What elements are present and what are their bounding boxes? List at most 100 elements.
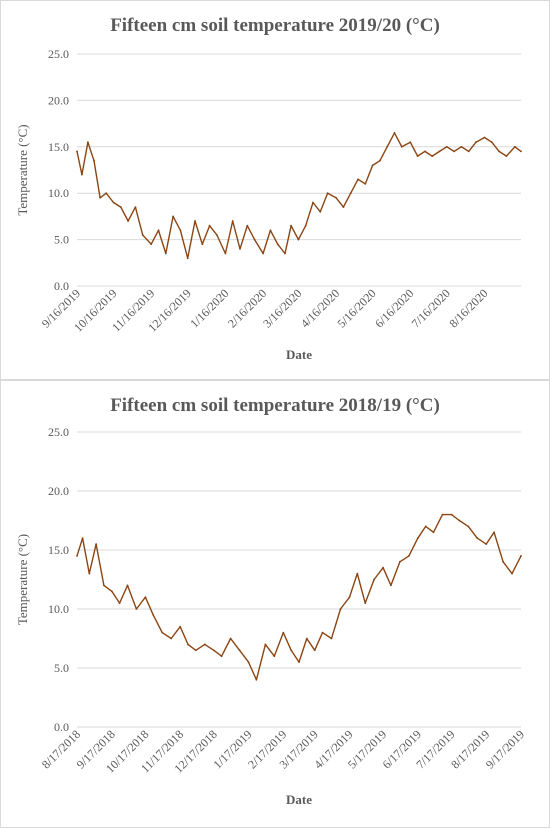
data-point — [141, 234, 144, 236]
data-point — [93, 159, 95, 162]
data-point — [144, 596, 147, 599]
data-point — [475, 141, 477, 144]
data-point — [493, 531, 495, 534]
y-tick-label: 5.0 — [54, 661, 69, 675]
data-point — [126, 584, 129, 587]
data-point — [390, 584, 392, 587]
data-point — [305, 637, 308, 640]
data-point — [220, 655, 223, 658]
data-point — [399, 560, 401, 563]
data-point — [498, 150, 500, 153]
data-point — [424, 150, 426, 153]
data-point — [239, 248, 241, 250]
data-point — [247, 661, 250, 663]
data-point — [312, 201, 314, 204]
x-tick-label: 3/16/2020 — [260, 286, 304, 330]
data-point — [441, 513, 444, 516]
data-point — [356, 572, 359, 575]
chart-panel-2019-20: Fifteen cm soil temperature 2019/20 (°C)… — [0, 0, 550, 380]
data-point — [490, 141, 493, 144]
data-point — [483, 136, 486, 139]
data-point — [194, 649, 197, 652]
data-point — [76, 150, 78, 153]
data-point — [393, 132, 396, 134]
x-tick-label: 4/16/2020 — [298, 286, 342, 330]
data-point — [514, 145, 516, 148]
data-point — [110, 590, 113, 593]
series-line — [76, 132, 522, 259]
data-point — [520, 150, 522, 153]
data-point — [335, 196, 337, 199]
chart-title: Fifteen cm soil temperature 2019/20 (°C) — [110, 15, 440, 36]
data-point — [135, 608, 138, 610]
data-point — [379, 159, 381, 162]
y-tick-label: 15.0 — [48, 140, 69, 154]
chart-plot-2018-19: 0.05.010.015.020.025.08/17/20189/17/2018… — [15, 425, 527, 807]
data-point — [164, 252, 167, 255]
data-point — [339, 608, 342, 610]
y-axis-title: Temperature (°C) — [15, 534, 30, 625]
data-point — [157, 229, 160, 232]
y-tick-label: 25.0 — [48, 425, 69, 439]
data-point — [88, 572, 91, 575]
data-point — [348, 596, 351, 599]
data-point — [99, 196, 101, 199]
x-tick-label: 8/16/2020 — [446, 286, 490, 330]
data-point — [342, 206, 345, 209]
data-point — [276, 243, 279, 246]
data-point — [458, 519, 461, 522]
data-point — [112, 201, 115, 204]
data-point — [485, 543, 488, 545]
data-point — [349, 192, 352, 195]
data-point — [416, 155, 419, 158]
y-tick-label: 10.0 — [48, 186, 69, 200]
data-point — [408, 555, 410, 557]
data-point — [476, 537, 479, 540]
data-point — [262, 252, 264, 255]
data-point — [357, 178, 359, 181]
data-point — [186, 257, 189, 260]
data-point — [76, 555, 78, 557]
y-tick-label: 10.0 — [48, 602, 69, 616]
data-point — [161, 631, 164, 634]
y-tick-label: 5.0 — [54, 233, 69, 247]
data-point — [208, 224, 211, 227]
data-point — [511, 572, 513, 575]
chart-panel-2018-19: Fifteen cm soil temperature 2018/19 (°C)… — [0, 380, 550, 828]
data-point — [284, 252, 286, 255]
data-point — [187, 643, 189, 646]
data-point — [297, 238, 300, 241]
data-point — [134, 206, 137, 209]
data-point — [170, 637, 173, 640]
data-point — [313, 649, 316, 652]
data-point — [253, 238, 256, 241]
data-point — [103, 584, 105, 587]
x-axis-title: Date — [286, 347, 312, 362]
series-line — [76, 513, 522, 681]
y-tick-label: 15.0 — [48, 543, 69, 557]
data-point — [203, 643, 206, 646]
data-point — [194, 220, 196, 222]
data-point — [81, 173, 83, 176]
data-point — [238, 649, 241, 652]
data-point — [416, 537, 419, 540]
data-point — [172, 215, 175, 218]
data-point — [269, 229, 272, 232]
data-point — [382, 566, 384, 569]
data-point — [290, 649, 293, 652]
data-point — [216, 234, 218, 236]
data-point — [467, 150, 470, 153]
data-point — [298, 661, 300, 663]
data-point — [467, 525, 470, 528]
data-point — [127, 220, 129, 222]
data-point — [371, 164, 374, 167]
data-point — [231, 220, 234, 222]
data-point — [224, 252, 227, 255]
data-point — [246, 224, 249, 227]
data-point — [212, 649, 215, 652]
data-point — [150, 243, 153, 246]
data-point — [330, 637, 333, 640]
data-point — [400, 145, 403, 148]
data-point — [520, 555, 522, 557]
data-point — [201, 243, 204, 246]
